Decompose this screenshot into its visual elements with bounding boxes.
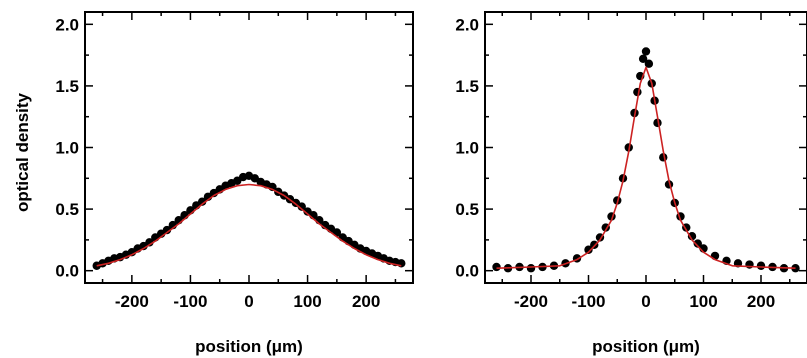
x-tick-label: 0 <box>244 292 253 311</box>
fit-curve <box>96 183 402 267</box>
data-point <box>644 59 654 68</box>
x-tick-label: -100 <box>173 292 207 311</box>
x-tick-label: 200 <box>352 292 380 311</box>
y-tick-label: 1.5 <box>55 77 79 96</box>
data-point <box>756 261 766 270</box>
data-point <box>638 54 648 64</box>
data-point <box>397 259 406 268</box>
data-point <box>526 264 536 273</box>
data-layer <box>92 171 406 270</box>
chart-panel-2: -200 -100 0 100 200 0.0 0.5 1.0 1.5 2.0 position (… <box>455 11 807 356</box>
y-tick-label: 0.0 <box>55 262 79 281</box>
x-tick-label: 100 <box>293 292 321 311</box>
data-point <box>297 202 306 211</box>
x-axis-label: position (μm) <box>592 337 700 356</box>
x-axis-label: position (μm) <box>195 337 303 356</box>
data-point <box>791 264 800 273</box>
y-tick-label: 0.5 <box>455 200 479 219</box>
x-tick-label: -200 <box>115 292 149 311</box>
y-tick-label: 1.0 <box>55 139 79 158</box>
x-tick-label: 200 <box>747 292 775 311</box>
y-tick-label: 2.0 <box>55 15 79 34</box>
data-point <box>162 225 172 235</box>
plot-frame <box>84 11 414 284</box>
data-layer <box>492 47 800 273</box>
data-point <box>584 245 593 254</box>
y-tick-label: 0.0 <box>455 262 479 281</box>
x-tick-label: 0 <box>641 292 650 311</box>
data-point <box>687 231 697 241</box>
y-axis-label: optical density <box>13 92 32 212</box>
y-tick-label: 2.0 <box>455 15 479 34</box>
data-point <box>197 197 207 206</box>
chart-panel-1: -200 -100 0 100 200 0.0 0.5 1.0 1.5 2.0 position (… <box>13 11 414 356</box>
x-tick-label: -100 <box>571 292 605 311</box>
x-tick-label: 100 <box>689 292 717 311</box>
y-tick-label: 1.0 <box>455 139 479 158</box>
data-point <box>492 262 501 272</box>
data-point <box>693 239 702 248</box>
data-point <box>641 47 651 56</box>
data-point <box>633 87 642 97</box>
y-tick-label: 1.5 <box>455 77 479 96</box>
data-point <box>745 260 754 269</box>
y-tick-label: 0.5 <box>55 200 79 219</box>
x-tick-label: -200 <box>514 292 548 311</box>
data-point <box>145 238 154 247</box>
fit-curve <box>496 66 796 269</box>
